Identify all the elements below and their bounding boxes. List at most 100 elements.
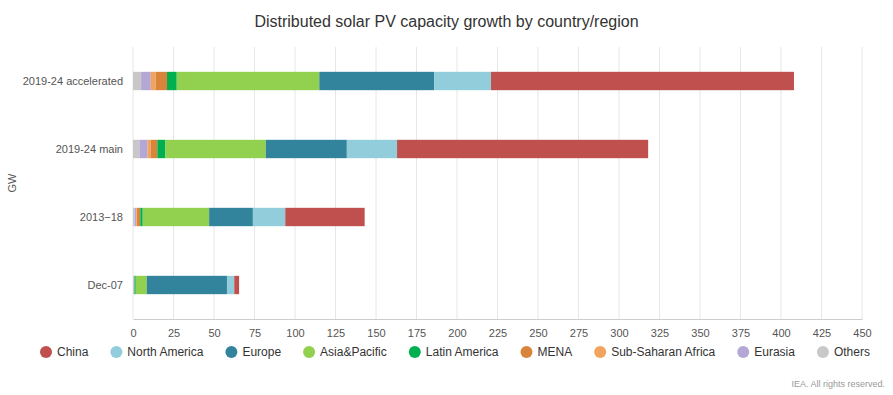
legend-label: Latin America <box>426 345 499 359</box>
legend-label: Europe <box>242 345 281 359</box>
bars <box>133 72 794 294</box>
series <box>133 72 141 294</box>
bar <box>234 276 239 294</box>
legend-item: China <box>40 345 89 359</box>
legend-swatch <box>737 346 749 358</box>
bar <box>133 276 134 294</box>
series <box>147 72 435 294</box>
legend-swatch <box>594 346 606 358</box>
y-tick: 2013−18 <box>80 211 133 223</box>
legend-swatch <box>409 346 421 358</box>
bar <box>167 72 177 90</box>
series <box>227 72 491 294</box>
x-tick: 275 <box>570 319 588 339</box>
bar <box>165 140 265 158</box>
bar <box>347 140 397 158</box>
bar <box>397 140 648 158</box>
bar <box>157 140 165 158</box>
x-tick-label: 400 <box>772 327 790 339</box>
x-tick: 325 <box>651 319 669 339</box>
series <box>134 72 167 294</box>
x-tick-label: 250 <box>529 327 547 339</box>
bar <box>147 276 227 294</box>
chart: Distributed solar PV capacity growth by … <box>0 0 893 395</box>
x-tick-label: 425 <box>813 327 831 339</box>
bar <box>434 72 491 90</box>
x-tick-label: 350 <box>691 327 709 339</box>
bar <box>156 72 167 90</box>
x-tick: 50 <box>208 319 220 339</box>
x-tick: 300 <box>610 319 628 339</box>
grid <box>133 47 862 319</box>
bar <box>133 208 135 226</box>
legend-label: Eurasia <box>754 345 795 359</box>
y-axis-title: GW <box>6 173 18 193</box>
legend-item: MENA <box>521 345 573 359</box>
y-tick-label: 2019-24 accelerated <box>23 75 123 87</box>
bar <box>143 208 209 226</box>
x-tick-label: 300 <box>610 327 628 339</box>
legend-item: North America <box>110 345 203 359</box>
bar <box>253 208 285 226</box>
legend-swatch <box>225 346 237 358</box>
x-tick-label: 325 <box>651 327 669 339</box>
x-tick-label: 100 <box>286 327 304 339</box>
bar <box>133 140 139 158</box>
bar <box>491 72 794 90</box>
x-tick: 125 <box>327 319 345 339</box>
series <box>136 72 320 294</box>
x-tick-label: 50 <box>208 327 220 339</box>
y-tick-label: 2019-24 main <box>56 143 123 155</box>
series <box>134 72 176 294</box>
legend-label: Others <box>834 345 870 359</box>
x-tick-label: 450 <box>853 327 871 339</box>
legend-label: Sub-Saharan Africa <box>611 345 715 359</box>
bar <box>148 140 151 158</box>
title: Distributed solar PV capacity growth by … <box>254 13 638 30</box>
legend-label: MENA <box>538 345 573 359</box>
y-tick: 2019-24 main <box>56 143 133 155</box>
y-tick: Dec-07 <box>88 279 133 291</box>
x-tick-label: 200 <box>448 327 466 339</box>
x-tick: 350 <box>691 319 709 339</box>
bar <box>209 208 253 226</box>
bar <box>151 72 156 90</box>
legend-item: Europe <box>225 345 281 359</box>
bar <box>285 208 364 226</box>
y-axis-line <box>133 48 134 320</box>
x-tick-label: 150 <box>367 327 385 339</box>
x-tick-label: 25 <box>168 327 180 339</box>
x-tick-label: 75 <box>249 327 261 339</box>
bar <box>140 208 142 226</box>
x-tick: 0 <box>130 319 136 339</box>
x-tick-label: 275 <box>570 327 588 339</box>
x-axis: 0 25 50 75 100 125 150 175 200 225 250 275 300 325 350… <box>130 319 871 339</box>
bar <box>177 72 320 90</box>
annotation: IEA. All rights reserved. <box>791 379 885 389</box>
grid-line <box>862 47 863 319</box>
x-tick-label: 125 <box>327 327 345 339</box>
series <box>234 72 794 294</box>
legend: China North America Europe Asia&Pacific Lati… <box>40 345 870 359</box>
legend-swatch <box>521 346 533 358</box>
x-tick: 250 <box>529 319 547 339</box>
bar <box>133 72 141 90</box>
x-tick: 450 <box>853 319 871 339</box>
x-tick-label: 225 <box>489 327 507 339</box>
legend-label: Asia&Pacific <box>320 345 387 359</box>
x-tick-label: 375 <box>732 327 750 339</box>
legend-swatch <box>40 346 52 358</box>
grid-line <box>821 47 822 319</box>
y-tick: 2019-24 accelerated <box>23 75 133 87</box>
x-tick: 200 <box>448 319 466 339</box>
bar <box>136 276 147 294</box>
bar <box>133 276 134 294</box>
x-tick-label: 175 <box>408 327 426 339</box>
x-tick: 175 <box>408 319 426 339</box>
x-tick: 100 <box>286 319 304 339</box>
x-tick: 150 <box>367 319 385 339</box>
x-tick: 400 <box>772 319 790 339</box>
bar <box>141 72 151 90</box>
x-tick: 375 <box>732 319 750 339</box>
x-axis-line <box>134 319 863 320</box>
